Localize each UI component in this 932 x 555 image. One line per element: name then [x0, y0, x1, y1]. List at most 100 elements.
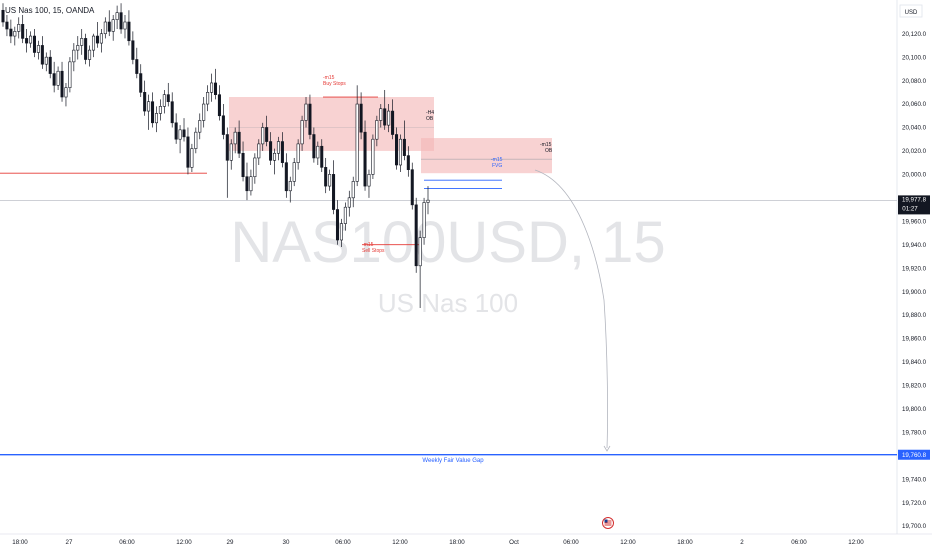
candle — [335, 200, 340, 245]
candle — [135, 47, 139, 79]
candle-body-up — [253, 157, 257, 178]
candle — [229, 139, 233, 170]
candle-body-up — [288, 181, 292, 192]
candle-body-down — [383, 108, 387, 126]
candle — [162, 89, 166, 114]
candle-body-down — [131, 40, 135, 60]
time-tick-label: 06:00 — [791, 539, 807, 546]
price-tick-label: 20,000.0 — [902, 172, 927, 179]
candle — [190, 143, 194, 173]
candle-body-down — [312, 134, 316, 159]
candle — [36, 40, 40, 60]
candle-body-down — [221, 115, 225, 135]
price-tick-label: 19,840.0 — [902, 359, 927, 366]
candle — [182, 118, 186, 142]
candle — [276, 136, 280, 161]
candle-body-up — [375, 120, 379, 140]
candle-body-up — [162, 94, 166, 107]
m15-ob-label: OB — [545, 148, 553, 154]
watermark-name: US Nas 100 — [378, 288, 518, 318]
candle-body-up — [64, 87, 68, 98]
candle — [304, 97, 308, 128]
candle-body-down — [5, 21, 9, 30]
candle — [107, 10, 111, 37]
candle — [48, 50, 52, 79]
time-tick-label: Oct — [509, 539, 519, 546]
candle-body-down — [280, 141, 284, 163]
candle — [131, 31, 135, 65]
candle — [387, 104, 391, 133]
candle-body-up — [80, 38, 84, 46]
candle — [265, 115, 269, 147]
candle-body-down — [95, 35, 99, 44]
candle — [351, 176, 355, 208]
candle-body-down — [332, 174, 336, 210]
candle-body-up — [202, 103, 206, 121]
candle — [245, 162, 249, 201]
candle — [88, 45, 92, 67]
candle-body-up — [99, 33, 103, 44]
candle — [379, 104, 383, 128]
candle-body-up — [190, 148, 194, 168]
weekly-fvg-label: Weekly Fair Value Gap — [422, 458, 484, 464]
price-tick-label: 20,080.0 — [902, 78, 927, 85]
candle — [170, 92, 174, 128]
candle — [296, 139, 300, 170]
countdown-label: 01:27 — [902, 205, 918, 212]
candle-body-up — [123, 21, 127, 30]
candle-body-up — [210, 82, 214, 93]
candle-body-up — [367, 174, 371, 187]
time-axis[interactable]: 18:00 27 06:00 12:00 29 30 06:00 12:00 18:00 Oct 0… — [12, 539, 864, 546]
candle — [64, 82, 68, 107]
candle — [406, 146, 410, 177]
candle-body-up — [88, 49, 92, 60]
m15-ob-zone — [421, 138, 552, 174]
candle-body-up — [103, 21, 107, 35]
candle — [391, 99, 395, 140]
price-axis[interactable]: 20,120.0 20,100.0 20,080.0 20,060.0 20,040.0… — [902, 31, 927, 530]
candle — [17, 17, 21, 39]
candle-body-down — [394, 134, 399, 166]
candle — [206, 85, 210, 112]
candle — [115, 5, 119, 30]
price-tick-label: 19,900.0 — [902, 289, 927, 296]
candle-body-up — [398, 138, 402, 166]
candle — [76, 36, 80, 60]
time-tick-label: 30 — [283, 539, 290, 546]
price-tick-label: 19,740.0 — [902, 476, 927, 483]
candle-body-down — [135, 59, 139, 74]
h4-ob-label: OB — [426, 116, 434, 122]
candle-body-up — [418, 237, 422, 267]
candle — [339, 218, 343, 248]
candle-body-up — [379, 108, 383, 121]
time-tick-label: 12:00 — [848, 539, 864, 546]
candle — [320, 139, 324, 173]
candle-body-down — [245, 176, 249, 192]
candle-body-up — [261, 127, 265, 145]
candle — [13, 26, 17, 46]
candle — [426, 186, 430, 215]
candle — [422, 197, 426, 245]
candle — [332, 160, 336, 215]
candle-body-down — [414, 204, 418, 267]
candle-body-up — [91, 35, 96, 51]
candle — [194, 127, 198, 154]
candle — [91, 33, 96, 58]
candle-body-down — [1, 9, 5, 23]
candle — [1, 3, 5, 27]
fvg-label: FVG — [492, 163, 502, 169]
us-flag-icon[interactable] — [602, 517, 614, 529]
candle-body-down — [320, 145, 324, 168]
candle — [347, 190, 351, 217]
candle-body-down — [170, 101, 174, 124]
candle — [60, 61, 64, 102]
candle-body-up — [115, 12, 119, 20]
price-tick-label: 20,120.0 — [902, 31, 927, 38]
candle — [316, 141, 320, 165]
projection-arrowhead — [603, 445, 611, 452]
candle-body-down — [151, 101, 155, 124]
candle-body-up — [36, 45, 40, 53]
